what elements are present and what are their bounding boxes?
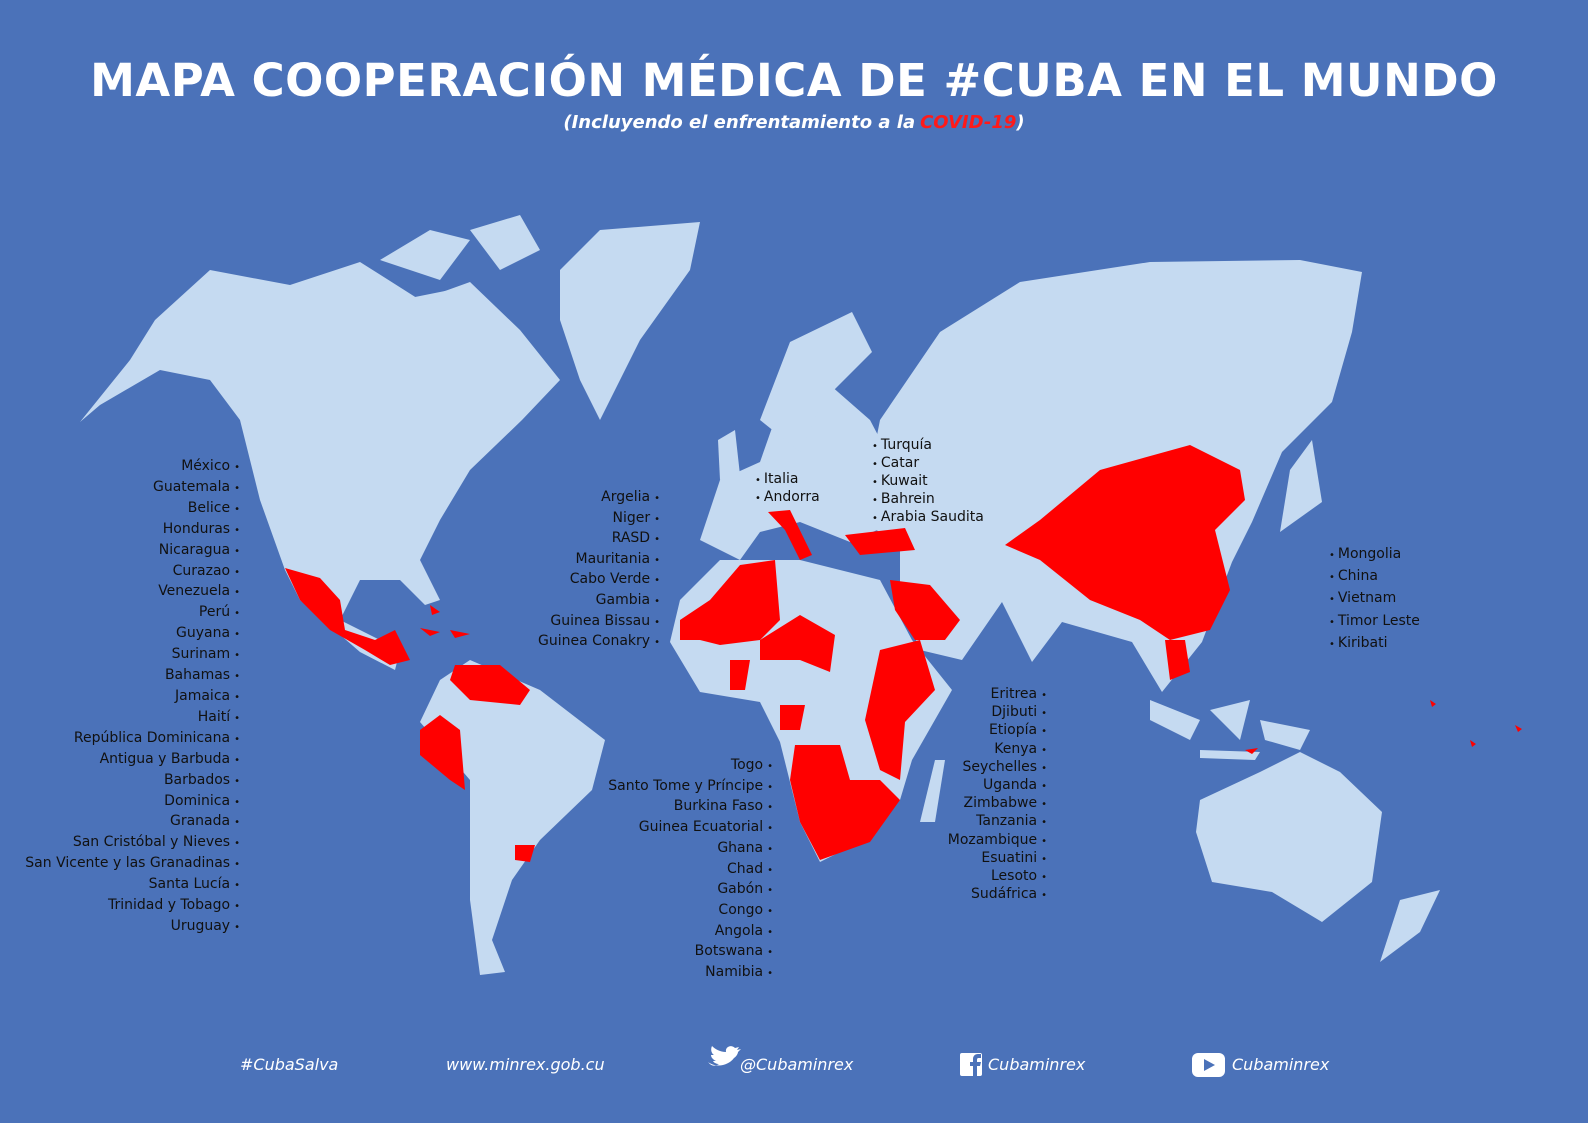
country-list: TurquíaCatarKuwaitBahreinArabia Saudita	[872, 437, 984, 527]
country-name: Guinea Bissau	[538, 612, 660, 633]
country-name: Guinea Ecuatorial	[608, 818, 773, 839]
country-name: Angola	[608, 922, 773, 943]
hashtag: #CubaSalva	[240, 1055, 339, 1074]
country-name: Chad	[608, 860, 773, 881]
country-name: Honduras	[25, 520, 240, 541]
country-name: Niger	[538, 509, 660, 530]
country-name: Santo Tome y Príncipe	[608, 777, 773, 798]
social-icons	[708, 1046, 1225, 1077]
country-name: Congo	[608, 901, 773, 922]
country-name: Gambia	[538, 591, 660, 612]
country-name: Sudáfrica	[948, 886, 1047, 904]
country-name: Esuatini	[948, 850, 1047, 868]
country-name: Mozambique	[948, 832, 1047, 850]
country-name: Uganda	[948, 777, 1047, 795]
country-name: Nicaragua	[25, 541, 240, 562]
country-list: MongoliaChinaVietnamTimor LesteKiribati	[1329, 544, 1420, 655]
subtitle-end: )	[1016, 112, 1025, 133]
cooperation-countries	[285, 445, 1522, 862]
country-name: Mongolia	[1329, 544, 1420, 566]
country-name: China	[1329, 566, 1420, 588]
country-name: Guinea Conakry	[538, 632, 660, 653]
country-name: Arabia Saudita	[872, 509, 984, 527]
twitter[interactable]: @Cubaminrex	[740, 1055, 854, 1074]
country-name: Timor Leste	[1329, 611, 1420, 633]
country-name: Andorra	[755, 489, 820, 507]
country-name: Granada	[25, 812, 240, 833]
country-name: Etiopía	[948, 722, 1047, 740]
facebook[interactable]: Cubaminrex	[988, 1055, 1086, 1074]
website[interactable]: www.minrex.gob.cu	[446, 1055, 605, 1074]
country-list: MéxicoGuatemalaBeliceHondurasNicaraguaCu…	[25, 457, 240, 938]
country-name: Venezuela	[25, 582, 240, 603]
country-name: Dominica	[25, 792, 240, 813]
country-name: Argelia	[538, 488, 660, 509]
country-name: Ghana	[608, 839, 773, 860]
country-name: Curazao	[25, 562, 240, 583]
country-name: Guatemala	[25, 478, 240, 499]
country-name: Zimbabwe	[948, 795, 1047, 813]
country-name: Botswana	[608, 942, 773, 963]
country-name: Barbados	[25, 771, 240, 792]
title: MAPA COOPERACIÓN MÉDICA DE #CUBA EN EL M…	[90, 54, 1498, 107]
subtitle-highlight: COVID-19	[920, 112, 1017, 133]
country-name: Tanzania	[948, 813, 1047, 831]
country-name: Santa Lucía	[25, 875, 240, 896]
country-name: Antigua y Barbuda	[25, 750, 240, 771]
country-name: Kenya	[948, 741, 1047, 759]
country-name: Trinidad y Tobago	[25, 896, 240, 917]
country-name: Bahrein	[872, 491, 984, 509]
country-name: Gabón	[608, 880, 773, 901]
country-list: TogoSanto Tome y PríncipeBurkina FasoGui…	[608, 756, 773, 984]
country-name: Uruguay	[25, 917, 240, 938]
country-name: Belice	[25, 499, 240, 520]
subtitle: (Incluyendo el enfrentamiento a la COVID-…	[0, 112, 1588, 133]
country-name: Italia	[755, 471, 820, 489]
country-name: Lesoto	[948, 868, 1047, 886]
country-name: Mauritania	[538, 550, 660, 571]
country-name: Haití	[25, 708, 240, 729]
country-list: ItaliaAndorra	[755, 471, 820, 507]
country-name: Namibia	[608, 963, 773, 984]
country-name: Kiribati	[1329, 633, 1420, 655]
country-name: Perú	[25, 603, 240, 624]
country-name: Eritrea	[948, 686, 1047, 704]
country-name: Vietnam	[1329, 588, 1420, 610]
country-name: Jamaica	[25, 687, 240, 708]
country-name: Kuwait	[872, 473, 984, 491]
country-name: Djibuti	[948, 704, 1047, 722]
country-list: ArgeliaNigerRASDMauritaniaCabo VerdeGamb…	[538, 488, 660, 653]
country-name: Cabo Verde	[538, 570, 660, 591]
land	[80, 215, 1440, 975]
country-name: Catar	[872, 455, 984, 473]
country-name: Guyana	[25, 624, 240, 645]
country-name: San Cristóbal y Nieves	[25, 833, 240, 854]
youtube[interactable]: Cubaminrex	[1232, 1055, 1330, 1074]
country-name: Turquía	[872, 437, 984, 455]
country-name: San Vicente y las Granadinas	[25, 854, 240, 875]
subtitle-text: (Incluyendo el enfrentamiento a la	[563, 112, 916, 133]
country-name: Surinam	[25, 645, 240, 666]
country-list: EritreaDjibutiEtiopíaKenyaSeychellesUgan…	[948, 686, 1047, 904]
country-name: Burkina Faso	[608, 797, 773, 818]
country-name: Bahamas	[25, 666, 240, 687]
country-name: República Dominicana	[25, 729, 240, 750]
country-name: Seychelles	[948, 759, 1047, 777]
country-name: RASD	[538, 529, 660, 550]
country-name: México	[25, 457, 240, 478]
country-name: Togo	[608, 756, 773, 777]
